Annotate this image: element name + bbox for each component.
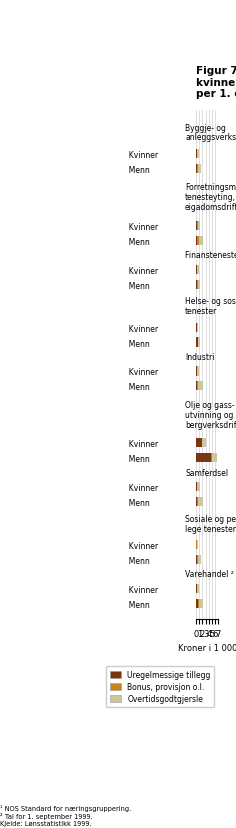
Bar bbox=[197, 585, 199, 593]
Bar bbox=[198, 599, 199, 608]
Text: Figur 7. Tillegg for heiltidstilsette
kvinner og menn i ulike næringar¹,
per 1. : Figur 7. Tillegg for heiltidstilsette kv… bbox=[196, 66, 236, 99]
Bar bbox=[198, 498, 203, 507]
Bar bbox=[196, 599, 198, 608]
Bar bbox=[198, 165, 201, 174]
Bar bbox=[199, 237, 202, 246]
Bar bbox=[198, 222, 200, 231]
Text: Samferdsel: Samferdsel bbox=[185, 468, 228, 477]
Bar bbox=[198, 556, 201, 565]
Bar bbox=[196, 280, 197, 289]
Bar bbox=[196, 323, 197, 332]
Text: Varehandel ²: Varehandel ² bbox=[185, 570, 234, 579]
Bar bbox=[198, 382, 203, 391]
Text: eigadomsdrift: eigadomsdrift bbox=[185, 203, 236, 212]
Bar bbox=[196, 382, 197, 391]
Bar bbox=[196, 165, 197, 174]
Text: tenesteyting,: tenesteyting, bbox=[185, 193, 236, 202]
Bar bbox=[197, 483, 200, 492]
Text: tenester: tenester bbox=[185, 306, 217, 315]
Text: Industri: Industri bbox=[185, 353, 215, 362]
Text: utvinning og: utvinning og bbox=[185, 411, 233, 419]
Text: Finansteneste ²: Finansteneste ² bbox=[185, 251, 236, 260]
Bar bbox=[197, 367, 199, 376]
Bar bbox=[196, 237, 198, 246]
Bar bbox=[197, 165, 198, 174]
X-axis label: Kroner i 1 000: Kroner i 1 000 bbox=[177, 643, 236, 652]
Text: anleggsverksemd: anleggsverksemd bbox=[185, 133, 236, 142]
Bar bbox=[197, 382, 198, 391]
Bar bbox=[196, 454, 211, 463]
Bar bbox=[196, 541, 197, 550]
Text: Forretningsmessig: Forretningsmessig bbox=[185, 183, 236, 192]
Bar bbox=[197, 541, 198, 550]
Bar bbox=[202, 439, 206, 448]
Text: Olje og gass-: Olje og gass- bbox=[185, 401, 235, 410]
Bar bbox=[196, 367, 197, 376]
Bar bbox=[196, 222, 197, 231]
Bar bbox=[197, 222, 198, 231]
Bar bbox=[196, 150, 197, 159]
Legend: Uregelmessige tillegg, Bonus, provisjon o.l., Overtidsgodtgjersle: Uregelmessige tillegg, Bonus, provisjon … bbox=[106, 667, 215, 707]
Text: Byggje- og: Byggje- og bbox=[185, 123, 226, 132]
Bar bbox=[198, 237, 199, 246]
Bar bbox=[197, 266, 199, 274]
Bar bbox=[196, 338, 198, 347]
Bar bbox=[212, 454, 217, 463]
Bar bbox=[196, 483, 197, 492]
Bar bbox=[196, 266, 197, 274]
Text: lege tenester: lege tenester bbox=[185, 524, 236, 533]
Text: Helse- og sosial-: Helse- og sosial- bbox=[185, 296, 236, 306]
Bar bbox=[199, 599, 203, 608]
Bar bbox=[198, 338, 200, 347]
Bar bbox=[198, 280, 200, 289]
Bar bbox=[196, 439, 202, 448]
Bar bbox=[197, 150, 199, 159]
Text: Sosiale og person-: Sosiale og person- bbox=[185, 514, 236, 523]
Bar bbox=[211, 454, 212, 463]
Bar bbox=[196, 585, 197, 593]
Bar bbox=[197, 280, 198, 289]
Bar bbox=[196, 498, 198, 507]
Bar bbox=[196, 556, 198, 565]
Text: bergverksdrift: bergverksdrift bbox=[185, 421, 236, 429]
Text: ¹ NOS Standard for næringsgruppering.
² Tal for 1. september 1999.
Kjelde: Lønss: ¹ NOS Standard for næringsgruppering. ² … bbox=[0, 804, 131, 826]
